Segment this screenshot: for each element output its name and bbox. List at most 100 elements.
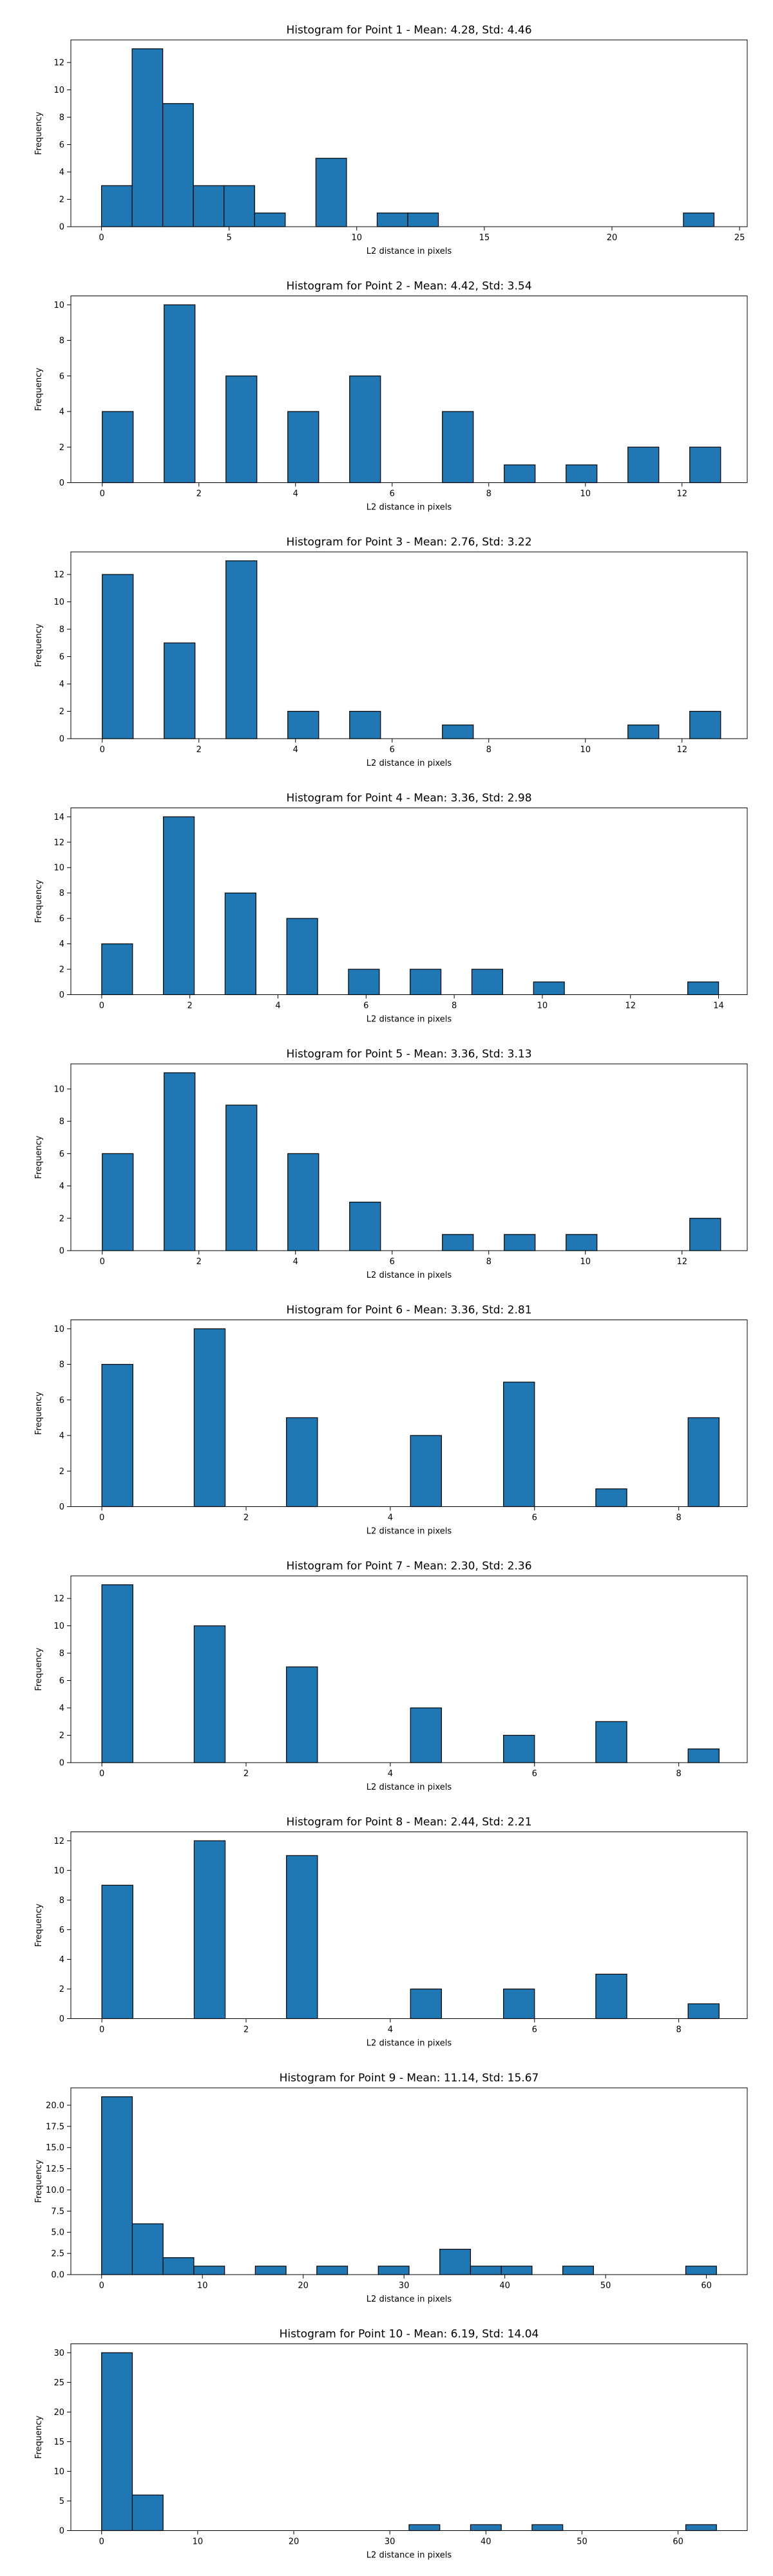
y-tick-label: 2 — [59, 1985, 64, 1994]
x-tick-label: 40 — [499, 2281, 510, 2291]
x-tick-label: 6 — [390, 745, 395, 755]
histogram-bar — [562, 2266, 594, 2275]
histogram-bar — [193, 1840, 226, 2020]
x-tick-label: 12 — [625, 1001, 636, 1011]
x-tick-label: 12 — [676, 1257, 687, 1267]
histogram-panel-6: 0 2 4 6 8 0 2 4 6 8 10 Histogram for Point 6 - Mean… — [34, 1304, 748, 1537]
x-tick-label: 10 — [580, 745, 591, 755]
x-tick-label: 14 — [713, 1001, 724, 1011]
histogram-bar — [503, 1988, 535, 2020]
y-tick-label: 2 — [59, 1731, 64, 1741]
x-tick-label: 6 — [390, 1257, 395, 1267]
plot-frame — [70, 296, 748, 483]
histogram-bar — [316, 2266, 348, 2275]
histogram-bar — [349, 375, 381, 484]
x-tick-label: 30 — [385, 2537, 396, 2547]
x-tick-label: 8 — [486, 745, 491, 755]
histogram-bar — [408, 2524, 441, 2532]
histogram-bar — [533, 981, 565, 996]
histogram-bar — [442, 1234, 474, 1251]
x-tick-label: 2 — [196, 745, 202, 755]
y-tick-label: 4 — [59, 408, 64, 417]
histogram-bar — [131, 2223, 164, 2275]
y-tick-label: 0 — [59, 1247, 64, 1256]
histogram-bar — [162, 2257, 195, 2275]
y-tick-label: 6 — [59, 914, 64, 924]
x-tick-label: 20 — [607, 233, 618, 243]
y-tick-label: 2 — [59, 965, 64, 975]
y-tick-label: 0 — [59, 2526, 64, 2536]
chart-title: Histogram for Point 4 - Mean: 3.36, Std:… — [286, 792, 531, 805]
histogram-bar — [163, 816, 195, 996]
y-axis-label: Frequency — [34, 1135, 44, 1179]
x-tick-label: 25 — [734, 233, 745, 243]
y-tick-label: 10 — [53, 1325, 64, 1334]
y-tick-label: 10 — [53, 86, 64, 95]
x-tick-label: 0 — [100, 1257, 105, 1267]
x-tick-label: 8 — [676, 1769, 682, 1779]
y-axis-label: Frequency — [34, 1392, 44, 1435]
histogram-bar — [442, 411, 474, 484]
chart-title: Histogram for Point 7 - Mean: 2.30, Std:… — [286, 1560, 531, 1573]
histogram-bar — [627, 446, 660, 484]
x-tick-label: 4 — [275, 1001, 280, 1011]
y-tick-label: 10 — [53, 864, 64, 873]
histogram-panel-10: 0 10 20 30 40 50 60 0 5 10 15 20 25 30 Histogram for P… — [34, 2328, 748, 2561]
y-axis-label: Frequency — [34, 623, 44, 667]
histogram-bar — [687, 1748, 720, 1763]
y-axis-label: Frequency — [34, 1904, 44, 1947]
x-tick-label: 0 — [99, 1001, 104, 1011]
x-tick-label: 2 — [196, 489, 202, 499]
y-tick-label: 10 — [53, 1084, 64, 1094]
histogram-bar — [685, 2266, 717, 2275]
plot-frame — [70, 1063, 748, 1251]
plot-frame — [70, 2344, 748, 2531]
x-tick-label: 6 — [532, 1513, 537, 1523]
histogram-bar — [101, 1584, 133, 1763]
histogram-bar — [102, 574, 134, 739]
histogram-bar — [410, 1707, 442, 1763]
histogram-bar — [287, 710, 320, 739]
x-tick-label: 0 — [99, 1769, 104, 1779]
histogram-bar — [162, 103, 194, 227]
y-tick-label: 0.0 — [51, 2271, 64, 2280]
x-tick-label: 4 — [388, 2025, 393, 2035]
histogram-bar — [101, 2352, 133, 2532]
x-tick-label: 4 — [293, 489, 298, 499]
x-tick-label: 4 — [293, 745, 298, 755]
y-tick-label: 12 — [53, 1837, 64, 1846]
histogram-bar — [164, 1072, 196, 1251]
y-tick-label: 2 — [59, 1214, 64, 1224]
histogram-bar — [683, 213, 715, 227]
histogram-bar — [689, 1218, 721, 1251]
x-tick-label: 0 — [99, 2537, 104, 2547]
chart-title: Histogram for Point 6 - Mean: 3.36, Std:… — [286, 1304, 531, 1317]
y-tick-label: 6 — [59, 1150, 64, 1159]
y-tick-label: 2 — [59, 443, 64, 453]
histogram-panel-2: 0 2 4 6 8 10 12 0 2 4 6 8 10 Histogram for Point 2 - … — [34, 280, 748, 513]
y-tick-label: 10 — [53, 301, 64, 310]
y-tick-label: 8 — [59, 113, 64, 123]
plot-frame — [70, 1832, 748, 2019]
histogram-bar — [193, 1328, 226, 1508]
histogram-bar — [225, 375, 258, 484]
x-tick-label: 12 — [676, 745, 687, 755]
y-tick-label: 20.0 — [46, 2101, 64, 2110]
histogram-bar — [287, 1153, 320, 1251]
y-axis-label: Frequency — [34, 880, 44, 923]
histogram-bar — [254, 213, 286, 227]
y-tick-label: 8 — [59, 1360, 64, 1370]
y-tick-label: 0 — [59, 2014, 64, 2024]
chart-title: Histogram for Point 9 - Mean: 11.14, Std… — [280, 2072, 539, 2085]
y-tick-label: 4 — [59, 940, 64, 949]
y-tick-label: 10 — [53, 598, 64, 607]
histogram-bar — [225, 1104, 258, 1251]
y-tick-label: 6 — [59, 372, 64, 381]
y-axis-label: Frequency — [34, 2416, 44, 2459]
y-tick-label: 6 — [59, 652, 64, 662]
y-tick-label: 8 — [59, 625, 64, 635]
x-tick-label: 6 — [532, 1769, 537, 1779]
y-tick-label: 10 — [53, 1622, 64, 1631]
y-tick-label: 2 — [59, 1467, 64, 1477]
y-tick-label: 10 — [53, 2467, 64, 2477]
